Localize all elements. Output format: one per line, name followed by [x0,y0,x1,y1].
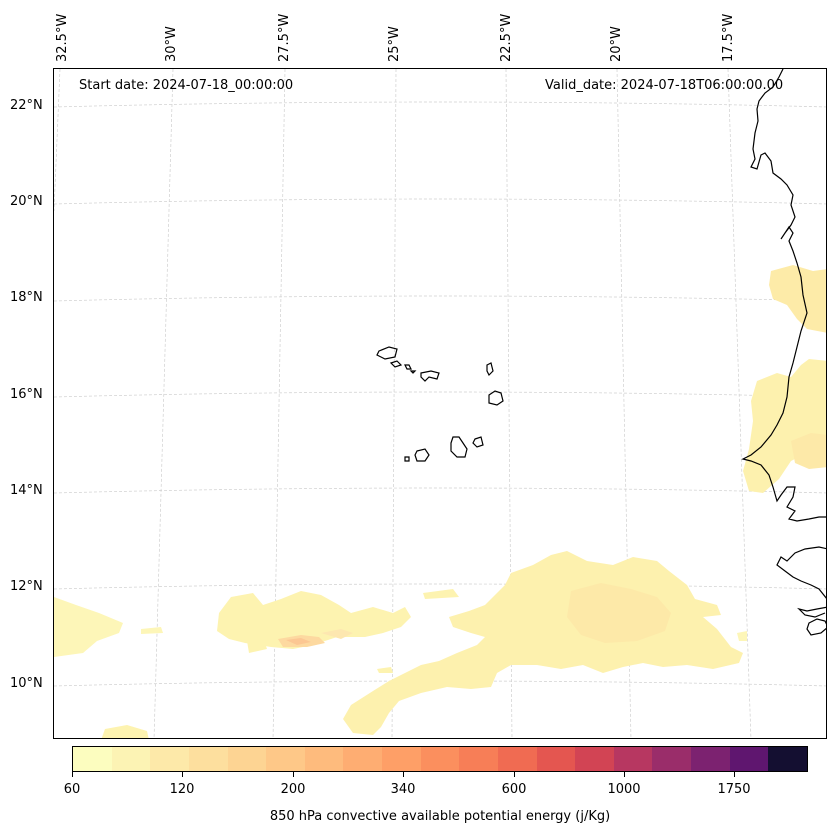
colorbar-segment [768,747,807,771]
colorbar-tick-label: 200 [280,782,306,797]
parallel-gridlines [54,101,826,687]
colorbar-tick [734,772,735,777]
colorbar [72,746,808,772]
lat-label-22n: 22°N [10,98,43,113]
colorbar-segment [150,747,189,771]
colorbar-tick [293,772,294,777]
colorbar-tick-label: 60 [63,782,81,797]
colorbar-segment [459,747,498,771]
colorbar-segment [382,747,421,771]
map-panel[interactable] [53,68,827,739]
colorbar-segment [227,747,267,771]
colorbar-tick-label: 340 [390,782,416,797]
cape-fields [54,265,826,738]
colorbar-tick [72,772,73,777]
lon-label-20w: 20°W [609,26,624,62]
colorbar-tick-label: 1750 [717,782,751,797]
colorbar-segment [266,747,305,771]
colorbar-tick-label: 120 [169,782,195,797]
lon-label-32-5w: 32.5°W [55,13,70,62]
colorbar-segment [652,747,691,771]
colorbar-tick [624,772,625,777]
colorbar-title: 850 hPa convective available potential e… [269,809,611,824]
colorbar-segment [691,747,730,771]
lat-label-16n: 16°N [10,387,43,402]
colorbar-segment [73,747,112,771]
valid-date-label: Valid_date: 2024-07-18T06:00:00.00 [545,78,784,93]
map-canvas [54,69,826,738]
lon-label-27-5w: 27.5°W [277,13,292,62]
colorbar-segment [613,747,653,771]
lat-label-12n: 12°N [10,579,43,594]
colorbar-tick-label: 600 [501,782,527,797]
colorbar-segment [729,747,769,771]
colorbar-tick [182,772,183,777]
colorbar-tick-label: 1000 [607,782,641,797]
colorbar-segment [304,747,344,771]
lon-label-22-5w: 22.5°W [499,13,514,62]
lat-label-18n: 18°N [10,290,43,305]
colorbar-segment [343,747,382,771]
start-date-label: Start date: 2024-07-18_00:00:00 [79,78,294,93]
meridian-gridlines [54,69,752,738]
colorbar-segment [575,747,614,771]
lat-label-10n: 10°N [10,676,43,691]
colorbar-segment [536,747,576,771]
colorbar-tick [403,772,404,777]
colorbar-tick [514,772,515,777]
coastlines [376,69,826,636]
lon-label-17-5w: 17.5°W [721,13,736,62]
colorbar-segment [111,747,151,771]
lon-label-25w: 25°W [387,26,402,62]
colorbar-segment [188,747,228,771]
colorbar-segment [420,747,460,771]
lat-label-20n: 20°N [10,194,43,209]
colorbar-segment [497,747,537,771]
lat-label-14n: 14°N [10,483,43,498]
lon-label-30w: 30°W [164,26,179,62]
